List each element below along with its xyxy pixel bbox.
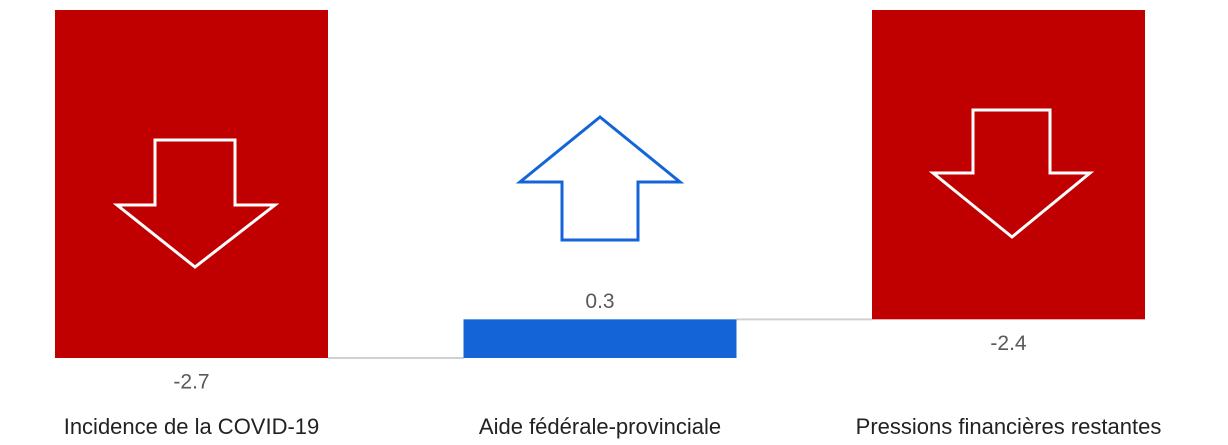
bars <box>55 10 1145 359</box>
arrow-icons <box>112 108 1095 269</box>
down-arrow <box>112 138 280 269</box>
category-label: Aide fédérale-provinciale <box>479 414 721 439</box>
category-label: Incidence de la COVID-19 <box>64 414 320 439</box>
bar <box>872 10 1145 320</box>
up-arrow <box>515 115 685 242</box>
value-label: -2.4 <box>990 332 1027 355</box>
bar <box>55 10 328 358</box>
value-label: -2.7 <box>173 371 209 394</box>
down-arrow <box>928 108 1095 239</box>
category-label: Pressions financières restantes <box>856 414 1162 439</box>
value-label: 0.3 <box>585 290 614 313</box>
bar <box>463 319 737 358</box>
